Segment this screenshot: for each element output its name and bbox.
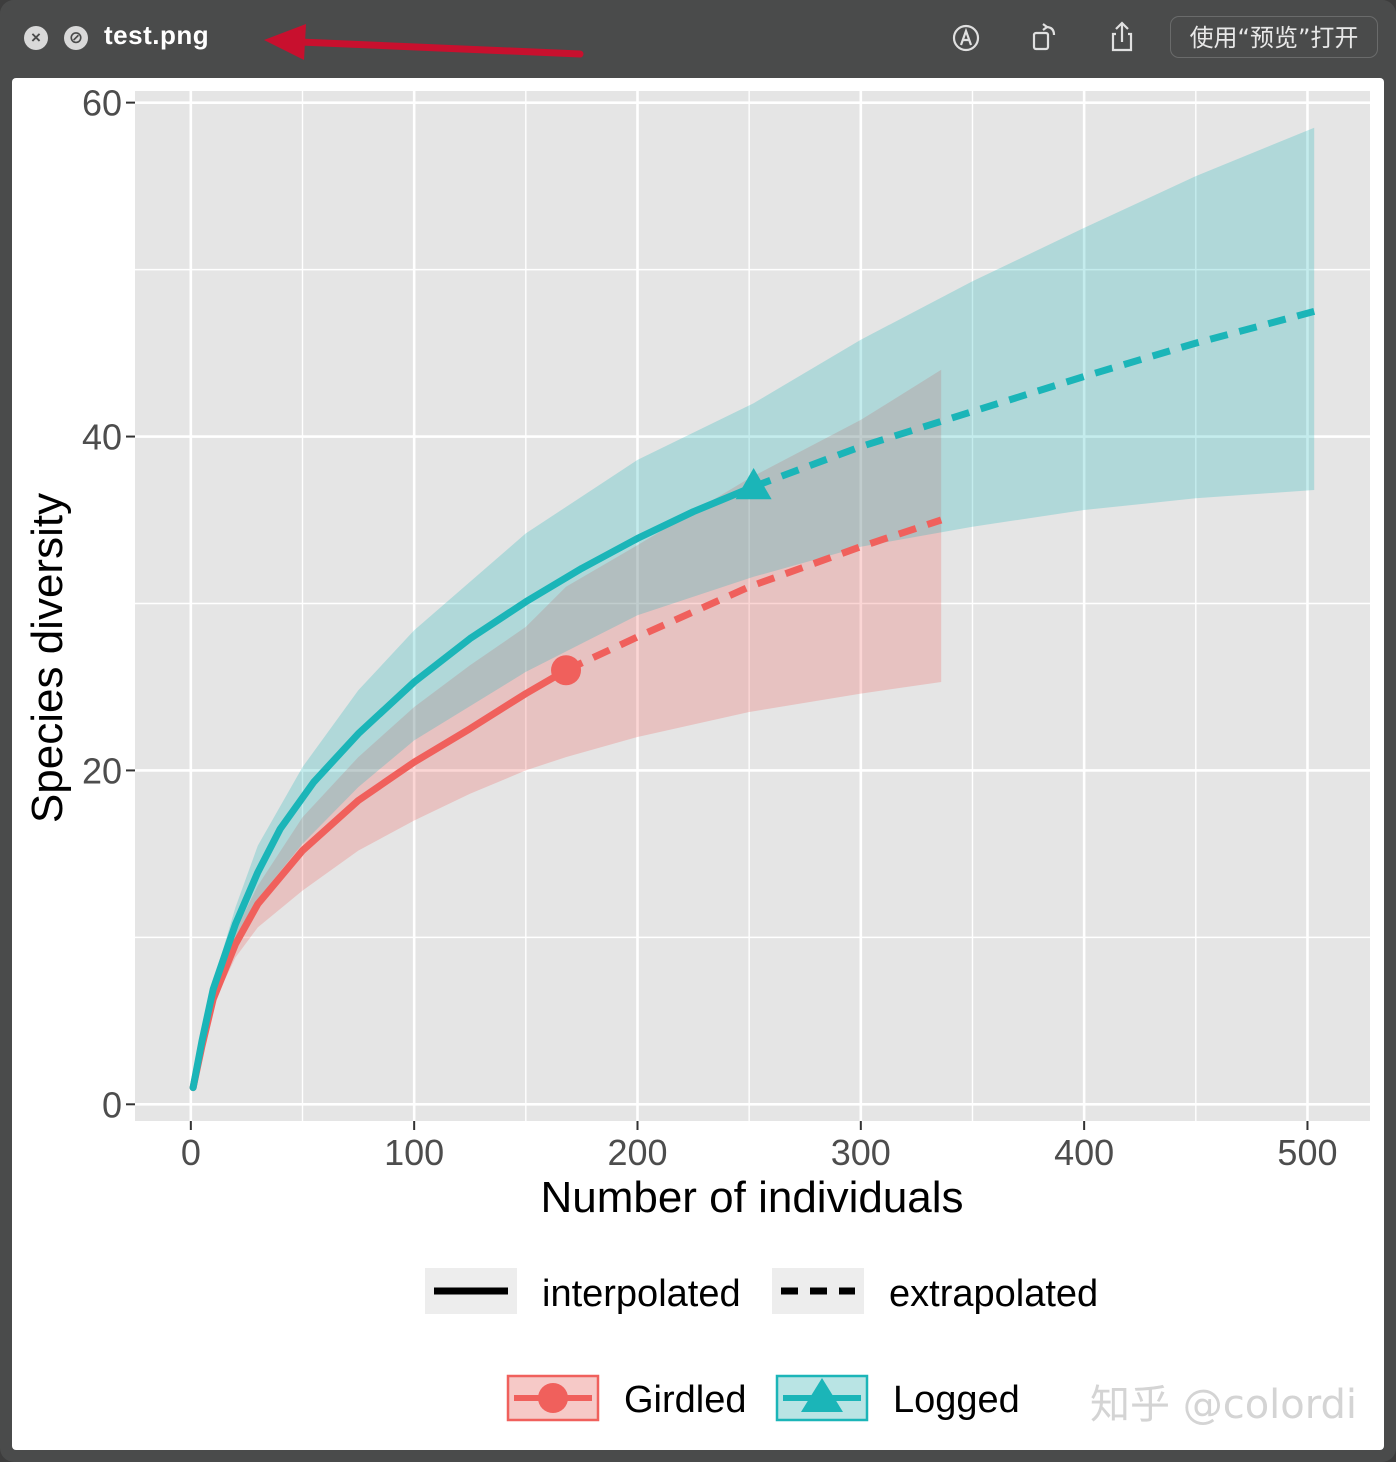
markup-icon[interactable] (946, 18, 986, 58)
marker-girdled (551, 655, 582, 686)
x-tick-label: 300 (831, 1132, 891, 1173)
legend-key-girdled-marker (538, 1383, 568, 1413)
grid-major (135, 91, 1370, 1121)
x-axis-label: Number of individuals (540, 1173, 963, 1222)
open-with-preview-button[interactable]: 使用“预览”打开 (1170, 16, 1378, 58)
ribbon-girdled (193, 369, 942, 1088)
title-bar: × ⊘ test.png 使用“预览”打开 (0, 0, 1396, 76)
window-title: test.png (104, 20, 210, 50)
legend-label-girdled: Girdled (624, 1379, 747, 1421)
marker-logged (735, 468, 772, 500)
rotate-icon[interactable] (1024, 18, 1064, 58)
x-tick-label: 400 (1054, 1132, 1114, 1173)
ribbon-logged (193, 127, 1315, 1088)
y-tick-label: 60 (82, 83, 122, 124)
axes: 0 100 200 300 400 500 0 20 40 60 (82, 83, 1338, 1173)
observed-markers (551, 468, 772, 686)
grid-minor (135, 91, 1370, 1121)
x-tick-label: 100 (384, 1132, 444, 1173)
y-tick-label: 20 (82, 750, 122, 791)
x-tick-label: 0 (181, 1132, 201, 1173)
image-content: 0 100 200 300 400 500 0 20 40 60 Number of indivi… (12, 78, 1384, 1450)
y-axis-label: Species diversity (23, 493, 72, 823)
x-tick-label: 500 (1277, 1132, 1337, 1173)
line-extrapolated-logged (752, 308, 1316, 490)
plot-panel (135, 91, 1370, 1121)
line-interpolated-logged (189, 483, 758, 1092)
close-icon[interactable]: × (24, 26, 48, 50)
red-arrow-annotation (264, 24, 584, 60)
series-lines (189, 308, 1316, 1092)
legend-label-logged: Logged (893, 1379, 1020, 1421)
disabled-icon[interactable]: ⊘ (64, 26, 88, 50)
legend-linetype: interpolated extrapolated (425, 1268, 1098, 1315)
legend-group: Girdled Logged (506, 1374, 1020, 1422)
y-tick-label: 40 (82, 417, 122, 458)
legend-label-interpolated: interpolated (542, 1273, 741, 1315)
x-tick-label: 200 (607, 1132, 667, 1173)
share-icon[interactable] (1102, 18, 1142, 58)
legend-label-extrapolated: extrapolated (889, 1273, 1098, 1315)
y-tick-label: 0 (102, 1084, 122, 1125)
watermark: 知乎 @colordi (1090, 1382, 1357, 1428)
legend-key-logged-marker (801, 1378, 843, 1412)
rarefaction-chart: 0 100 200 300 400 500 0 20 40 60 Number of indivi… (23, 83, 1370, 1428)
confidence-ribbons (193, 127, 1315, 1088)
